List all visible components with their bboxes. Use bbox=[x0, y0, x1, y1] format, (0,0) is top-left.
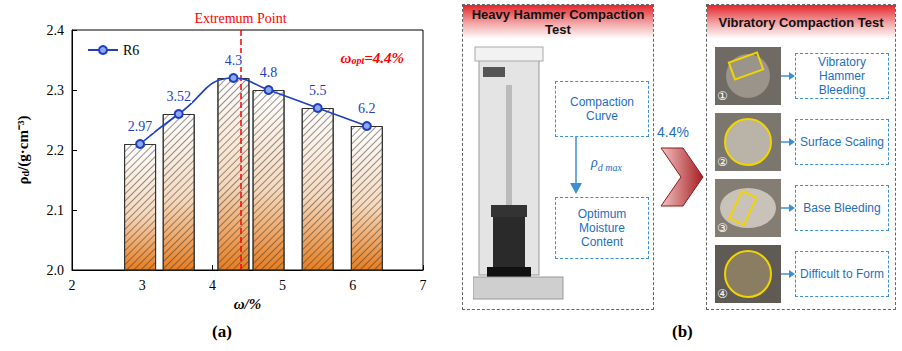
svg-text:opt: opt bbox=[351, 54, 365, 66]
html-text:ρd max: ρd max bbox=[591, 155, 622, 173]
svg-text:4.3: 4.3 bbox=[225, 53, 243, 68]
svg-text:2.2: 2.2 bbox=[47, 143, 65, 158]
svg-text:R6: R6 bbox=[123, 43, 139, 58]
html-text:②: ② bbox=[717, 155, 728, 169]
svg-text:2.0: 2.0 bbox=[47, 263, 65, 278]
html-text:Optimum Moisture Content: Optimum Moisture Content bbox=[577, 207, 627, 249]
svg-text:3.52: 3.52 bbox=[166, 89, 191, 104]
svg-text:ω/%: ω/% bbox=[234, 296, 262, 312]
html-text:Difficult to Form: Difficult to Form bbox=[800, 267, 884, 281]
svg-text:2.3: 2.3 bbox=[47, 83, 65, 98]
html-text:Vibratory Compaction Test: Vibratory Compaction Test bbox=[718, 14, 884, 30]
html-text:Vibratory Hammer Bleeding: Vibratory Hammer Bleeding bbox=[818, 55, 866, 97]
svg-text:2: 2 bbox=[69, 278, 76, 293]
svg-text:5.5: 5.5 bbox=[309, 83, 327, 98]
svg-text:3: 3 bbox=[139, 278, 146, 293]
svg-text:7: 7 bbox=[420, 278, 427, 293]
html-text:(b): (b) bbox=[672, 322, 693, 341]
svg-text:d: d bbox=[19, 170, 31, 177]
html-text:①: ① bbox=[717, 89, 728, 103]
svg-text:/(g·cm⁻³): /(g·cm⁻³) bbox=[15, 116, 32, 172]
html-text:④: ④ bbox=[717, 287, 728, 301]
html-text:Base Bleeding: Base Bleeding bbox=[803, 201, 881, 215]
svg-text:6.2: 6.2 bbox=[358, 101, 376, 116]
svg-text:4: 4 bbox=[209, 278, 216, 293]
svg-text:6: 6 bbox=[349, 278, 356, 293]
html-text:(a): (a) bbox=[212, 322, 232, 341]
svg-text:2.97: 2.97 bbox=[128, 119, 153, 134]
svg-text:ρ: ρ bbox=[15, 176, 31, 184]
svg-text:Extremum Point: Extremum Point bbox=[194, 11, 286, 26]
html-text:Surface Scaling: Surface Scaling bbox=[800, 135, 884, 149]
svg-text:ω: ω bbox=[341, 50, 352, 66]
html-text:③: ③ bbox=[717, 221, 728, 235]
svg-text:2.1: 2.1 bbox=[47, 203, 65, 218]
html-text:Heavy Hammer Compaction Test: Heavy Hammer Compaction Test bbox=[471, 7, 645, 37]
svg-text:=4.4%: =4.4% bbox=[364, 50, 404, 66]
svg-text:2.4: 2.4 bbox=[47, 23, 65, 38]
html-text:Compaction Curve: Compaction Curve bbox=[570, 95, 634, 123]
html-text:4.4%: 4.4% bbox=[657, 124, 689, 140]
svg-text:4.8: 4.8 bbox=[260, 65, 278, 80]
svg-text:5: 5 bbox=[279, 278, 286, 293]
